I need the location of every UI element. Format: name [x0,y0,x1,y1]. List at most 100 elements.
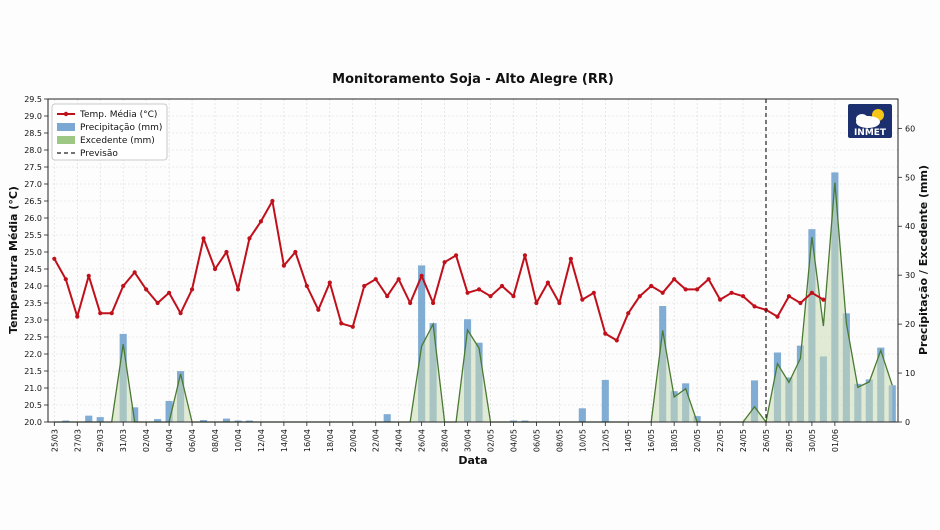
temperature-point [775,314,780,319]
legend-label-precipitation: Precipitação (mm) [80,123,162,133]
temperature-point [442,260,447,265]
y-right-tick-label: 0 [905,418,910,427]
x-tick-label: 31/03 [119,429,128,452]
temperature-point [706,277,711,282]
legend-marker-temperature [63,111,69,117]
y-left-tick-label: 25.0 [24,248,42,257]
temperature-point [144,287,149,292]
temperature-point [580,297,585,302]
temperature-point [717,297,723,302]
excess-area-fill [54,182,893,422]
temperature-point [614,338,619,343]
precipitation-bar [509,420,518,422]
precipitation-bar [222,418,231,422]
y-right-tick-label: 50 [905,173,915,182]
precipitation-bar [578,408,586,422]
temperature-point [362,283,367,289]
x-tick-label: 01/06 [831,429,840,452]
temperature-point [98,311,103,316]
precipitation-bar [418,265,426,422]
temperature-point [385,294,390,299]
axes: 20.0 20.5 21.0 21.5 22.0 22.5 23.0 23.5 24.0 24.5… [24,95,915,452]
temperature-point [293,249,298,255]
temperature-point [339,321,344,326]
x-tick-label: 25/03 [50,429,59,452]
temperature-point [408,300,413,306]
temperature-point [511,294,516,299]
x-tick-label: 22/05 [716,429,725,452]
temperature-point [465,290,470,295]
x-tick-label: 06/05 [532,429,541,452]
temperature-point [453,253,459,258]
y-left-tick-label: 22.5 [24,333,42,342]
precipitation-bar [601,379,609,422]
x-tick-label: 20/05 [693,429,702,452]
y-right-tick-label: 10 [905,369,915,378]
temperature-point [86,273,91,278]
y-left-tick-label: 27.0 [24,180,42,189]
temperature-point [316,307,321,312]
x-tick-label: 02/05 [487,429,496,452]
temperature-point [327,280,332,285]
y-right-tick-label: 60 [905,124,915,133]
temperature-point [281,263,286,268]
y-left-tick-label: 21.0 [24,384,42,393]
y-left-tick-label: 23.5 [24,299,42,308]
x-tick-label: 26/05 [762,429,771,452]
y-left-tick-label: 28.5 [24,129,42,138]
x-tick-label: 08/05 [555,429,564,452]
legend: Temp. Média (°C) Precipitação (mm) Exceden… [51,103,168,161]
temperature-point [798,300,803,306]
temperature-point [752,304,757,309]
x-tick-label: 28/05 [785,429,794,452]
temperature-point [258,219,264,224]
x-tick-label: 06/04 [188,429,197,452]
legend-box [51,103,168,161]
legend-label-excess: Excedente (mm) [80,136,155,146]
y-left-tick-label: 25.5 [24,231,42,240]
x-tick-label: 24/05 [739,429,748,452]
x-tick-label: 14/04 [280,429,289,452]
temperature-point [75,314,80,319]
x-tick-label: 04/05 [509,429,518,452]
temperature-point [672,277,677,282]
temperature-point [419,273,424,278]
temperature-point [557,300,562,306]
temperature-point [350,324,355,329]
precipitation-bar [521,420,529,422]
temperature-point [821,297,826,302]
y-axis-left-title: Temperatura Média (°C) [7,186,20,334]
temperature-point [373,277,378,282]
precipitation-bar [85,415,93,422]
precipitation-bar [383,414,391,422]
temperature-point [212,266,218,272]
cloud-icon [856,114,868,124]
temperature-point [178,311,183,316]
precipitation-bar [165,400,173,422]
temperature-point [189,287,195,292]
x-tick-label: 24/04 [395,429,404,452]
y-left-tick-label: 23.0 [24,316,42,325]
y-left-tick-label: 26.0 [24,214,42,223]
temperature-line [52,198,826,343]
temperature-point [109,311,114,316]
temperature-point [201,236,206,241]
temperature-point [52,256,57,261]
x-tick-label: 02/04 [142,429,151,452]
temperature-point [121,283,126,289]
y-right-tick-label: 20 [905,320,915,329]
y-left-tick-label: 26.5 [24,197,42,206]
y-left-tick-label: 20.5 [24,401,42,410]
precipitation-bar [234,420,242,422]
temperature-point [603,331,608,336]
x-tick-label: 16/05 [647,429,656,452]
x-tick-label: 28/04 [441,429,450,452]
temperature-point [235,287,241,292]
logo-text: INMET [854,128,887,138]
x-tick-label: 18/04 [326,429,335,452]
precipitation-bar [62,420,70,422]
temperature-point [63,277,68,282]
temperature-point [304,283,309,289]
